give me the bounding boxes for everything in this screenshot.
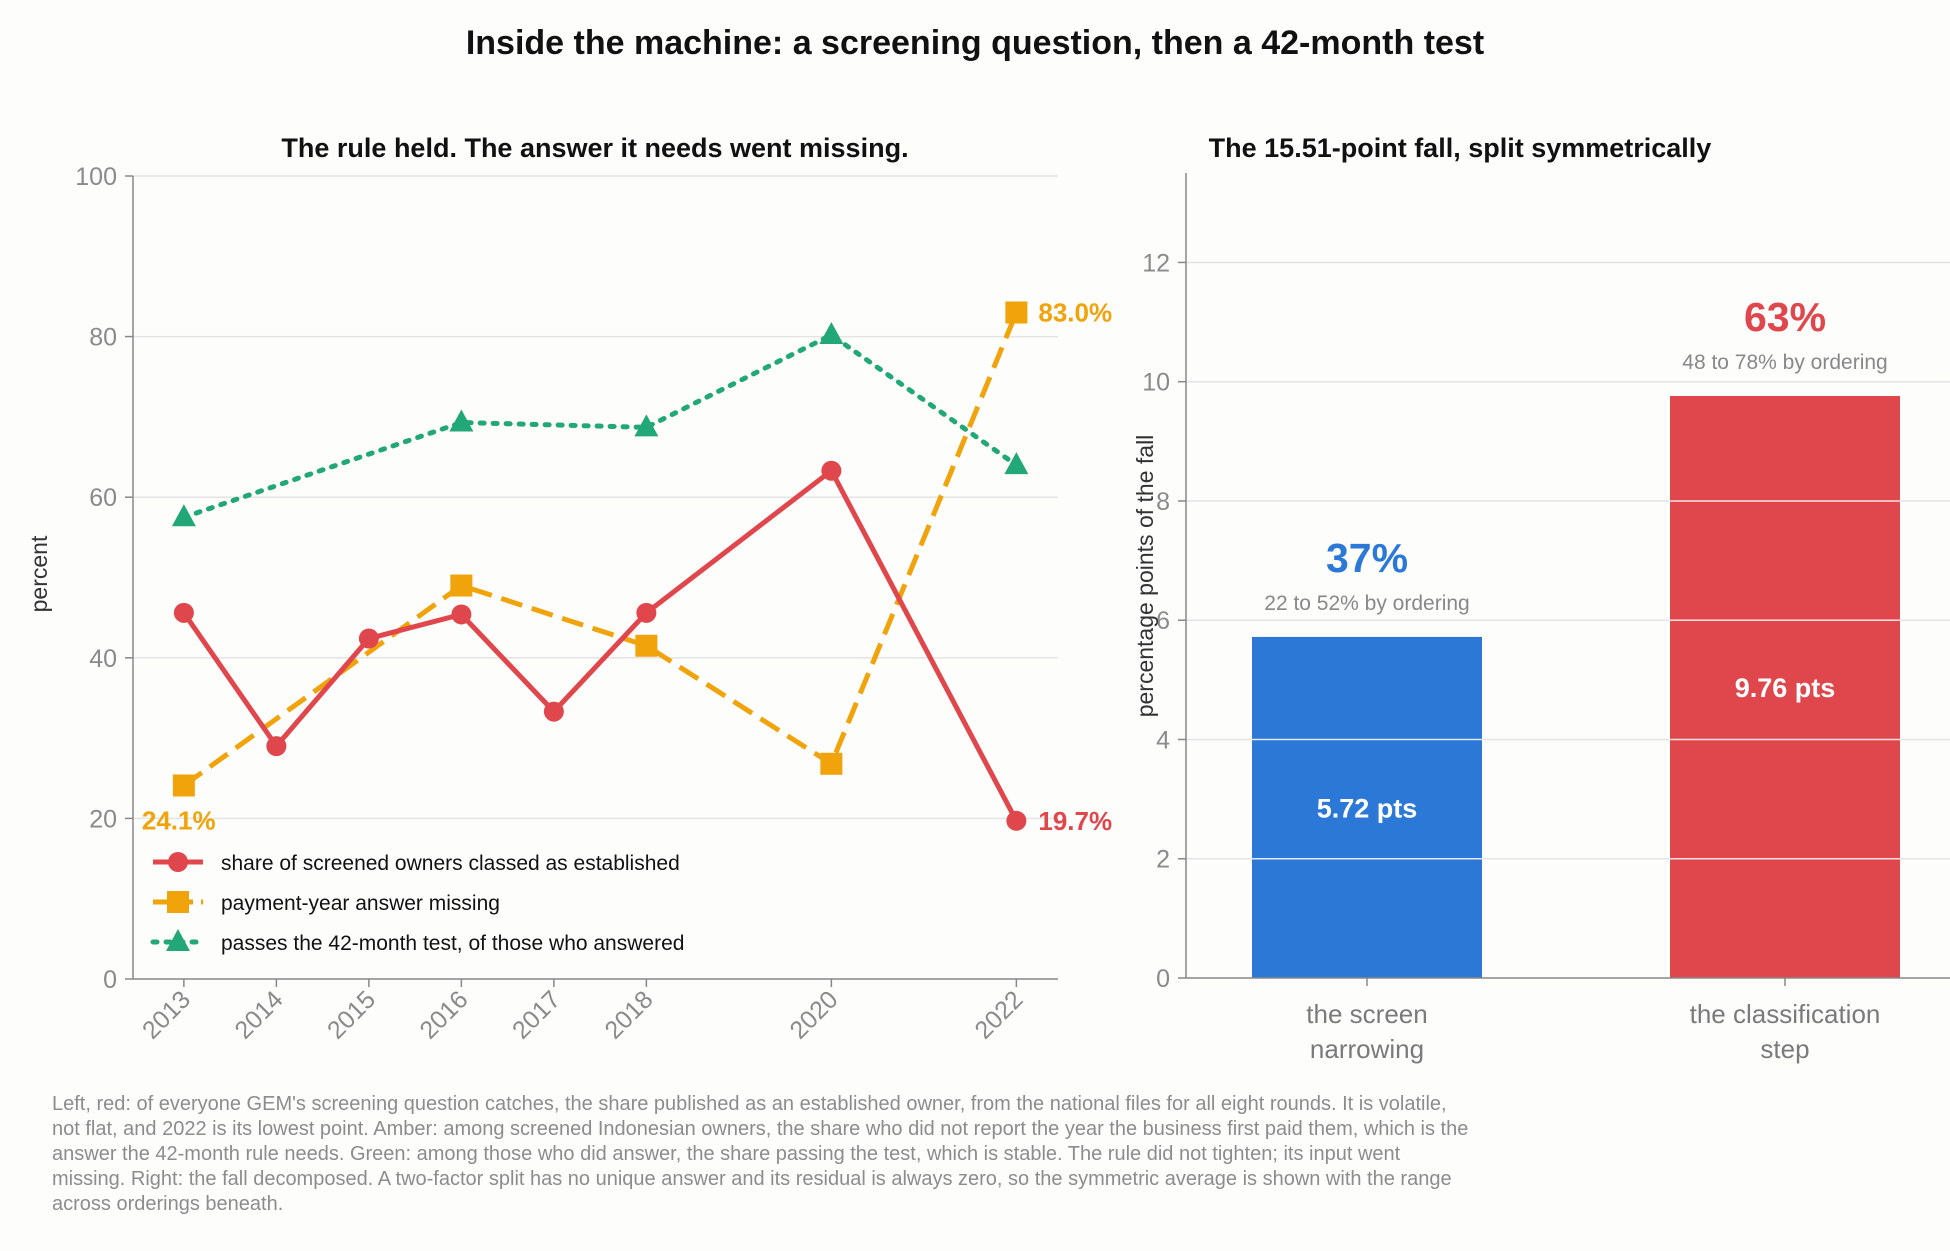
bar-y-tick-label-12: 12 (1142, 249, 1170, 277)
legend-label-1: payment-year answer missing (221, 892, 500, 915)
line-chart-x-ticks: 2013 2014 2015 2016 2017 2018 2020 2022 (137, 979, 1029, 1045)
series-0-point-2020 (821, 460, 842, 481)
bar-y-tick-label-0: 0 (1156, 965, 1170, 993)
bar-1 (1670, 396, 1900, 979)
legend-label-2: passes the 42-month test, of those who a… (221, 932, 684, 955)
series-0-point-2017 (543, 701, 564, 722)
bar-chart-bars (1252, 396, 1900, 979)
series-0-point-2014 (266, 736, 287, 757)
bar-category-label-line: the classification (1690, 999, 1881, 1029)
bar-y-tick-label-2: 2 (1156, 846, 1170, 874)
series-0-point-2018 (636, 602, 657, 623)
bar-category-label-line: narrowing (1310, 1034, 1424, 1064)
x-tick-label-2013: 2013 (137, 985, 196, 1044)
y-tick-label-80: 80 (89, 324, 117, 352)
series-line-0 (181, 468, 1019, 822)
series-2-point-2016 (449, 409, 474, 432)
bar-range-label-0: 22 to 52% by ordering (1264, 592, 1469, 615)
bar-y-tick-label-4: 4 (1156, 726, 1170, 754)
x-tick-label-2014: 2014 (229, 985, 288, 1044)
line-chart-title: The rule held. The answer it needs went … (281, 133, 908, 163)
series-0-point-2016 (451, 604, 472, 625)
figure-title: Inside the machine: a screening question… (466, 24, 1484, 62)
bar-category-label-1: the classification step (1690, 999, 1881, 1064)
bar-chart-y-axis-label: percentage points of the fall (1132, 435, 1158, 718)
series-line-1 (182, 311, 1019, 788)
x-tick-label-2018: 2018 (599, 985, 658, 1044)
series-0-end-label: 19.7% (1038, 806, 1112, 836)
series-0-point-2015 (358, 628, 379, 649)
bar-chart-y-ticks: 0 2 4 6 8 10 12 (1142, 249, 1186, 993)
line-chart-y-ticks: 0 20 40 60 80 100 (75, 163, 133, 994)
series-2-point-2020 (819, 321, 844, 344)
bar-share-label-0: 37% (1326, 535, 1408, 581)
x-tick-label-2016: 2016 (414, 985, 473, 1044)
series-1-point-2020 (820, 752, 843, 775)
legend-label-0: share of screened owners classed as esta… (221, 852, 680, 875)
series-1-end-label: 83.0% (1038, 298, 1112, 328)
x-tick-label-2020: 2020 (784, 985, 843, 1044)
bar-chart-x-ticks: the screen narrowing the classification ste… (1306, 978, 1880, 1064)
line-chart-gridlines (133, 175, 1058, 820)
y-tick-label-40: 40 (89, 645, 117, 673)
y-tick-label-20: 20 (89, 805, 117, 833)
x-tick-label-2015: 2015 (322, 985, 381, 1044)
bar-chart-axes (1185, 173, 1950, 979)
bar-y-tick-label-6: 6 (1156, 607, 1170, 635)
series-1-point-2018 (635, 634, 658, 657)
bar-chart-panel: The 15.51-point fall, split symmetricall… (1132, 133, 1950, 1064)
line-chart-series: 83.0% 24.1% 19.7% (142, 298, 1112, 836)
line-chart-panel: The rule held. The answer it needs went … (26, 133, 1112, 1045)
bar-chart-title: The 15.51-point fall, split symmetricall… (1209, 133, 1712, 163)
bar-y-tick-label-8: 8 (1156, 488, 1170, 516)
bar-range-label-1: 48 to 78% by ordering (1682, 351, 1887, 374)
x-tick-label-2017: 2017 (507, 985, 566, 1044)
bar-share-label-1: 63% (1744, 294, 1826, 340)
series-1-point-2022 (1005, 301, 1028, 324)
series-1-point-2013 (172, 774, 195, 797)
series-2-point-2022 (1004, 452, 1029, 475)
y-tick-label-0: 0 (103, 966, 117, 994)
bar-value-label-0: 5.72 pts (1317, 793, 1418, 823)
bar-category-label-0: the screen narrowing (1306, 999, 1427, 1064)
legend-marker-0 (168, 852, 188, 872)
series-2-point-2018 (634, 414, 659, 437)
line-chart-y-axis-label: percent (26, 535, 52, 612)
legend-marker-1 (167, 891, 189, 913)
series-1-point-2016 (450, 574, 473, 597)
x-tick-label-2022: 2022 (969, 985, 1028, 1044)
line-chart-axes (132, 176, 1058, 980)
bar-y-tick-label-10: 10 (1142, 369, 1170, 397)
series-0-point-2013 (173, 602, 194, 623)
bar-category-label-line: the screen (1306, 999, 1427, 1029)
series-2-point-2013 (171, 504, 196, 527)
y-tick-label-100: 100 (75, 163, 117, 191)
line-chart-legend: share of screened owners classed as esta… (150, 852, 684, 955)
legend-marker-2 (166, 929, 190, 951)
series-0-point-2022 (1006, 810, 1027, 831)
bar-chart-annotations: 5.72 pts 22 to 52% by ordering 37% 9.76 pts… (1264, 294, 1887, 823)
series-1-start-label: 24.1% (142, 805, 216, 835)
series-line-2 (181, 332, 1019, 520)
bar-category-label-line: step (1760, 1034, 1809, 1064)
bar-0 (1252, 636, 1482, 978)
bar-value-label-1: 9.76 pts (1735, 673, 1836, 703)
footer-note: Left, red: of everyone GEM's screening q… (52, 1093, 1469, 1215)
y-tick-label-60: 60 (89, 484, 117, 512)
